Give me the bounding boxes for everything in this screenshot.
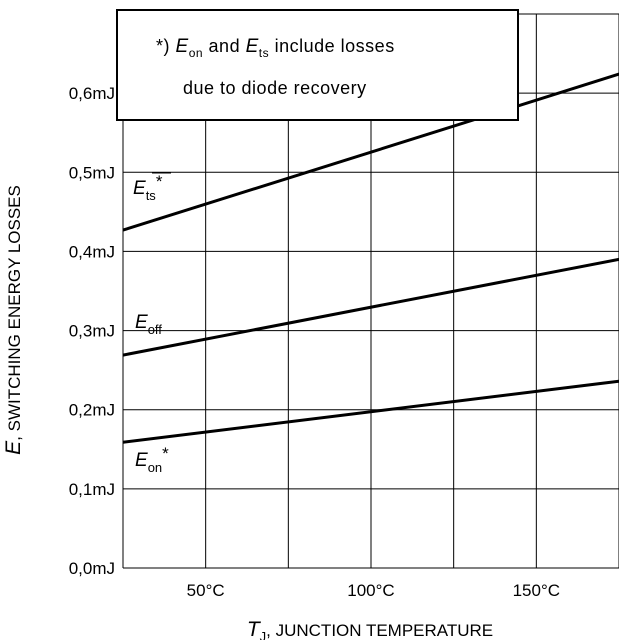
y-tick-labels: 0,0mJ 0,1mJ 0,2mJ 0,3mJ 0,4mJ 0,5mJ 0,6mJ (69, 84, 115, 578)
y-tick-label: 0,4mJ (69, 242, 115, 261)
svg-text:Eon*: Eon* (135, 444, 169, 475)
x-tick-label: 50°C (187, 581, 225, 600)
x-tick-label: 100°C (347, 581, 394, 600)
x-tick-labels: 50°C 100°C 150°C (187, 581, 560, 600)
x-tick-label: 150°C (513, 581, 560, 600)
y-tick-label: 0,2mJ (69, 401, 115, 420)
note-line-1: *) Eon and Ets include losses (156, 36, 395, 60)
series-label-eon: Eon* (135, 444, 169, 475)
y-tick-label: 0,6mJ (69, 84, 115, 103)
series-line-off (122, 257, 619, 357)
series-line-on (122, 379, 619, 444)
series-label-ets: Ets* (133, 172, 171, 203)
note-box: *) Eon and Ets include losses due to dio… (116, 9, 519, 121)
y-tick-label: 0,3mJ (69, 322, 115, 341)
svg-text:Eoff: Eoff (135, 312, 162, 337)
x-axis-title: TJ, JUNCTION TEMPERATURE (247, 618, 493, 640)
y-axis-title: E, SWITCHING ENERGY LOSSES (2, 185, 25, 455)
y-tick-label: 0,0mJ (69, 559, 115, 578)
note-line-2: due to diode recovery (183, 78, 367, 98)
series-line-ts (122, 72, 619, 232)
series-lines (122, 72, 619, 444)
y-tick-label: 0,1mJ (69, 480, 115, 499)
y-tick-label: 0,5mJ (69, 163, 115, 182)
series-label-eoff: Eoff (135, 312, 162, 337)
svg-text:Ets*: Ets* (133, 172, 163, 203)
